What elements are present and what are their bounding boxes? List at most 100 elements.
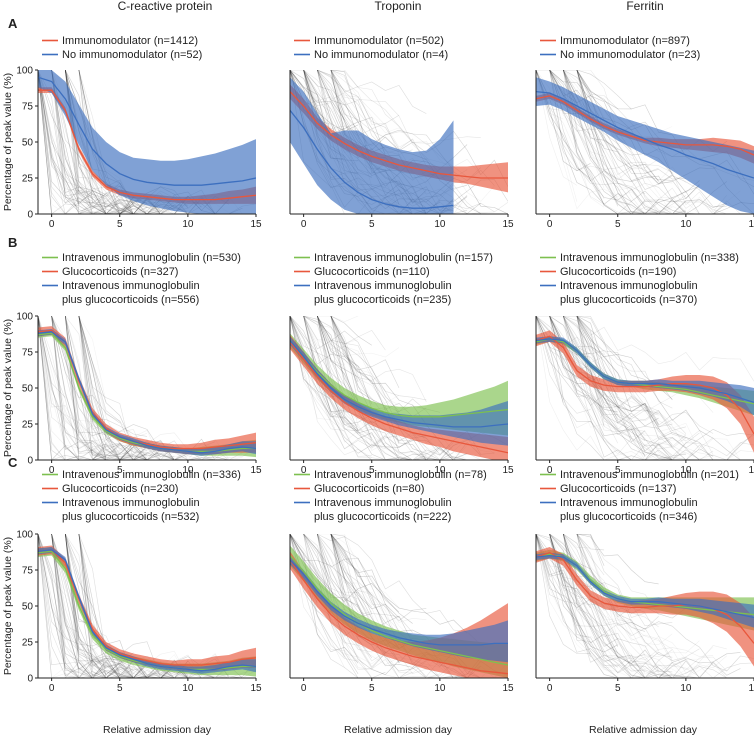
patient-trajectory bbox=[38, 70, 147, 214]
patient-trajectory bbox=[563, 70, 714, 214]
patient-trajectory bbox=[51, 316, 121, 460]
patient-trajectory bbox=[576, 316, 754, 452]
patient-trajectory bbox=[51, 534, 107, 678]
patient-trajectory bbox=[290, 534, 413, 624]
patient-trajectory bbox=[38, 316, 189, 460]
legend-label-continued: plus glucocorticoids (n=346) bbox=[560, 511, 697, 523]
patient-trajectory bbox=[563, 70, 700, 214]
patient-trajectory bbox=[290, 534, 359, 664]
patient-trajectory bbox=[330, 316, 359, 383]
patient-trajectory bbox=[576, 534, 605, 551]
patient-trajectory bbox=[536, 534, 686, 678]
patient-trajectory bbox=[38, 534, 216, 678]
legend-label: Glucocorticoids (n=80) bbox=[314, 483, 424, 495]
patient-trajectory bbox=[563, 316, 714, 434]
patient-trajectory bbox=[290, 534, 440, 678]
patient-trajectory bbox=[536, 534, 618, 668]
patient-trajectory bbox=[330, 534, 413, 640]
y-tick-label: 25 bbox=[22, 420, 34, 431]
patient-trajectory bbox=[38, 316, 148, 460]
patient-trajectory bbox=[576, 534, 727, 678]
patient-trajectory bbox=[549, 534, 632, 678]
patient-trajectory bbox=[317, 316, 386, 351]
patient-trajectory bbox=[563, 316, 619, 385]
legend-label: Glucocorticoids (n=230) bbox=[62, 483, 178, 495]
patient-trajectory bbox=[536, 316, 564, 403]
patient-trajectory bbox=[576, 534, 605, 576]
patient-trajectory bbox=[38, 70, 148, 214]
x-tick-label: 10 bbox=[434, 465, 446, 476]
patient-trajectory bbox=[563, 534, 714, 678]
patient-trajectory bbox=[317, 316, 373, 404]
patient-trajectory bbox=[65, 316, 188, 460]
patient-trajectory bbox=[330, 70, 359, 122]
legend: Intravenous immunoglobulin (n=201) Glucoc… bbox=[540, 469, 739, 523]
patient-trajectory bbox=[317, 70, 400, 150]
patient-trajectory bbox=[38, 534, 79, 673]
patient-trajectory bbox=[576, 316, 632, 438]
patient-trajectory bbox=[303, 316, 400, 358]
y-tick-label: 75 bbox=[22, 102, 34, 113]
patient-trajectory bbox=[563, 316, 687, 434]
subplot-clip-group bbox=[38, 534, 256, 678]
y-tick-label: 50 bbox=[22, 138, 34, 149]
patient-trajectory bbox=[576, 534, 659, 615]
patient-trajectory bbox=[330, 70, 400, 130]
patient-trajectory bbox=[317, 534, 400, 613]
patient-trajectory bbox=[38, 70, 148, 214]
patient-trajectory bbox=[330, 534, 413, 643]
patient-trajectory bbox=[536, 316, 618, 413]
patient-trajectory bbox=[51, 534, 229, 678]
patient-trajectory bbox=[38, 534, 189, 678]
legend-label: Intravenous immunoglobulin (n=78) bbox=[314, 469, 487, 481]
fit-line-blue bbox=[38, 331, 256, 454]
legend-label: Intravenous immunoglobulin bbox=[560, 497, 698, 509]
patient-trajectory bbox=[51, 316, 243, 460]
confidence-band-blue bbox=[290, 77, 454, 214]
y-axis-label-c: Percentage of peak value (%) bbox=[2, 537, 14, 675]
patient-trajectory bbox=[290, 316, 372, 457]
legend-label: Glucocorticoids (n=327) bbox=[62, 266, 178, 278]
patient-trajectory bbox=[317, 534, 400, 608]
patient-trajectory bbox=[65, 70, 161, 214]
x-tick-label: 0 bbox=[49, 465, 55, 476]
legend-label-continued: plus glucocorticoids (n=556) bbox=[62, 294, 199, 306]
fit-line-blue bbox=[536, 338, 754, 404]
patient-trajectory bbox=[290, 534, 413, 678]
patient-trajectory bbox=[330, 534, 373, 615]
patient-trajectory bbox=[536, 316, 687, 460]
patient-trajectory bbox=[330, 316, 400, 389]
patient-trajectory bbox=[78, 316, 148, 460]
patient-trajectory bbox=[38, 316, 148, 460]
legend-label: Intravenous immunoglobulin bbox=[62, 497, 200, 509]
subplot-c-1: 0 25 50 75 100 0 5 10 15 Intravenous immunoglobul… bbox=[16, 469, 262, 694]
patient-trajectory bbox=[38, 534, 107, 647]
subplot-c-3: 0 5 10 15 Intravenous immunoglobulin (n=201)… bbox=[535, 469, 754, 694]
patient-trajectory bbox=[549, 534, 646, 674]
patient-trajectory bbox=[576, 70, 687, 214]
patient-trajectory bbox=[317, 534, 427, 622]
patient-trajectory bbox=[51, 534, 120, 678]
fit-line-blue bbox=[38, 76, 256, 186]
patient-trajectory bbox=[536, 534, 564, 577]
patient-trajectory bbox=[563, 70, 687, 183]
patient-trajectory bbox=[549, 316, 646, 457]
patient-trajectory bbox=[576, 534, 659, 585]
y-tick-label: 100 bbox=[16, 530, 33, 541]
patient-trajectory bbox=[51, 316, 202, 460]
legend-label: Immunomodulator (n=1412) bbox=[62, 35, 198, 47]
x-tick-label: 15 bbox=[250, 465, 262, 476]
x-tick-label: 15 bbox=[748, 683, 754, 694]
patient-trajectory bbox=[576, 316, 754, 460]
x-tick-label: 5 bbox=[369, 683, 375, 694]
patient-trajectory bbox=[317, 70, 345, 121]
patient-trajectory bbox=[38, 316, 80, 460]
patient-trajectories bbox=[38, 316, 256, 460]
fit-line-blue bbox=[290, 109, 454, 209]
subplot-a-2: 0 5 10 15 Immunomodulator (n=502) No immunomo… bbox=[289, 35, 514, 230]
patient-trajectory bbox=[330, 70, 413, 148]
patient-trajectory bbox=[65, 70, 202, 214]
patient-trajectory bbox=[78, 316, 161, 460]
patient-trajectory bbox=[536, 70, 646, 195]
y-axis-label-a: Percentage of peak value (%) bbox=[2, 73, 14, 211]
